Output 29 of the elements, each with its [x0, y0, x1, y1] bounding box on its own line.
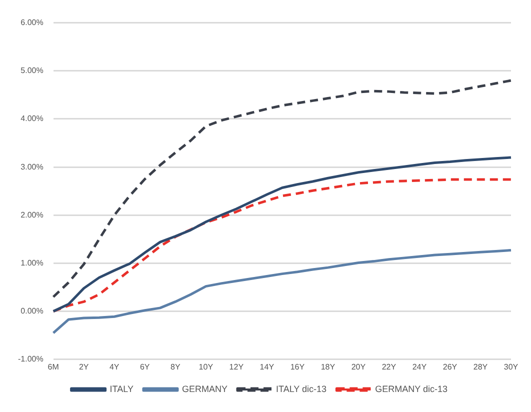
- x-tick-label: 16Y: [290, 362, 306, 372]
- x-tick-label: 14Y: [260, 362, 275, 372]
- x-tick-label: 28Y: [473, 362, 488, 372]
- legend-label: GERMANY: [182, 384, 228, 394]
- x-tick-label: 20Y: [351, 362, 366, 372]
- y-tick-label: 5.00%: [20, 66, 44, 76]
- x-tick-label: 18Y: [320, 362, 336, 372]
- y-tick-label: 1.00%: [20, 258, 44, 268]
- x-tick-label: 10Y: [198, 362, 214, 372]
- y-tick-label: 2.00%: [20, 210, 44, 220]
- x-tick-label: 12Y: [229, 362, 244, 372]
- x-tick-label: 4Y: [109, 362, 120, 372]
- x-tick-label: 24Y: [412, 362, 428, 372]
- x-tick-label: 22Y: [382, 362, 397, 372]
- y-tick-label: -1.00%: [18, 354, 44, 364]
- x-tick-label: 26Y: [442, 362, 458, 372]
- x-tick-label: 6Y: [140, 362, 150, 372]
- x-tick-label: 30Y: [504, 362, 519, 372]
- legend-label: ITALY: [110, 384, 134, 394]
- y-tick-label: 0.00%: [20, 306, 44, 316]
- line-series: [52, 79, 512, 298]
- y-tick-label: 6.00%: [20, 18, 44, 28]
- y-tick-label: 4.00%: [20, 114, 44, 124]
- x-tick-label: 2Y: [78, 362, 90, 372]
- y-tick-label: 3.00%: [20, 162, 44, 172]
- legend-label: GERMANY dic-13: [375, 384, 448, 394]
- legend-label: ITALY dic-13: [276, 384, 327, 394]
- x-tick-label: 8Y: [170, 362, 181, 372]
- x-tick-label: 6M: [48, 362, 60, 372]
